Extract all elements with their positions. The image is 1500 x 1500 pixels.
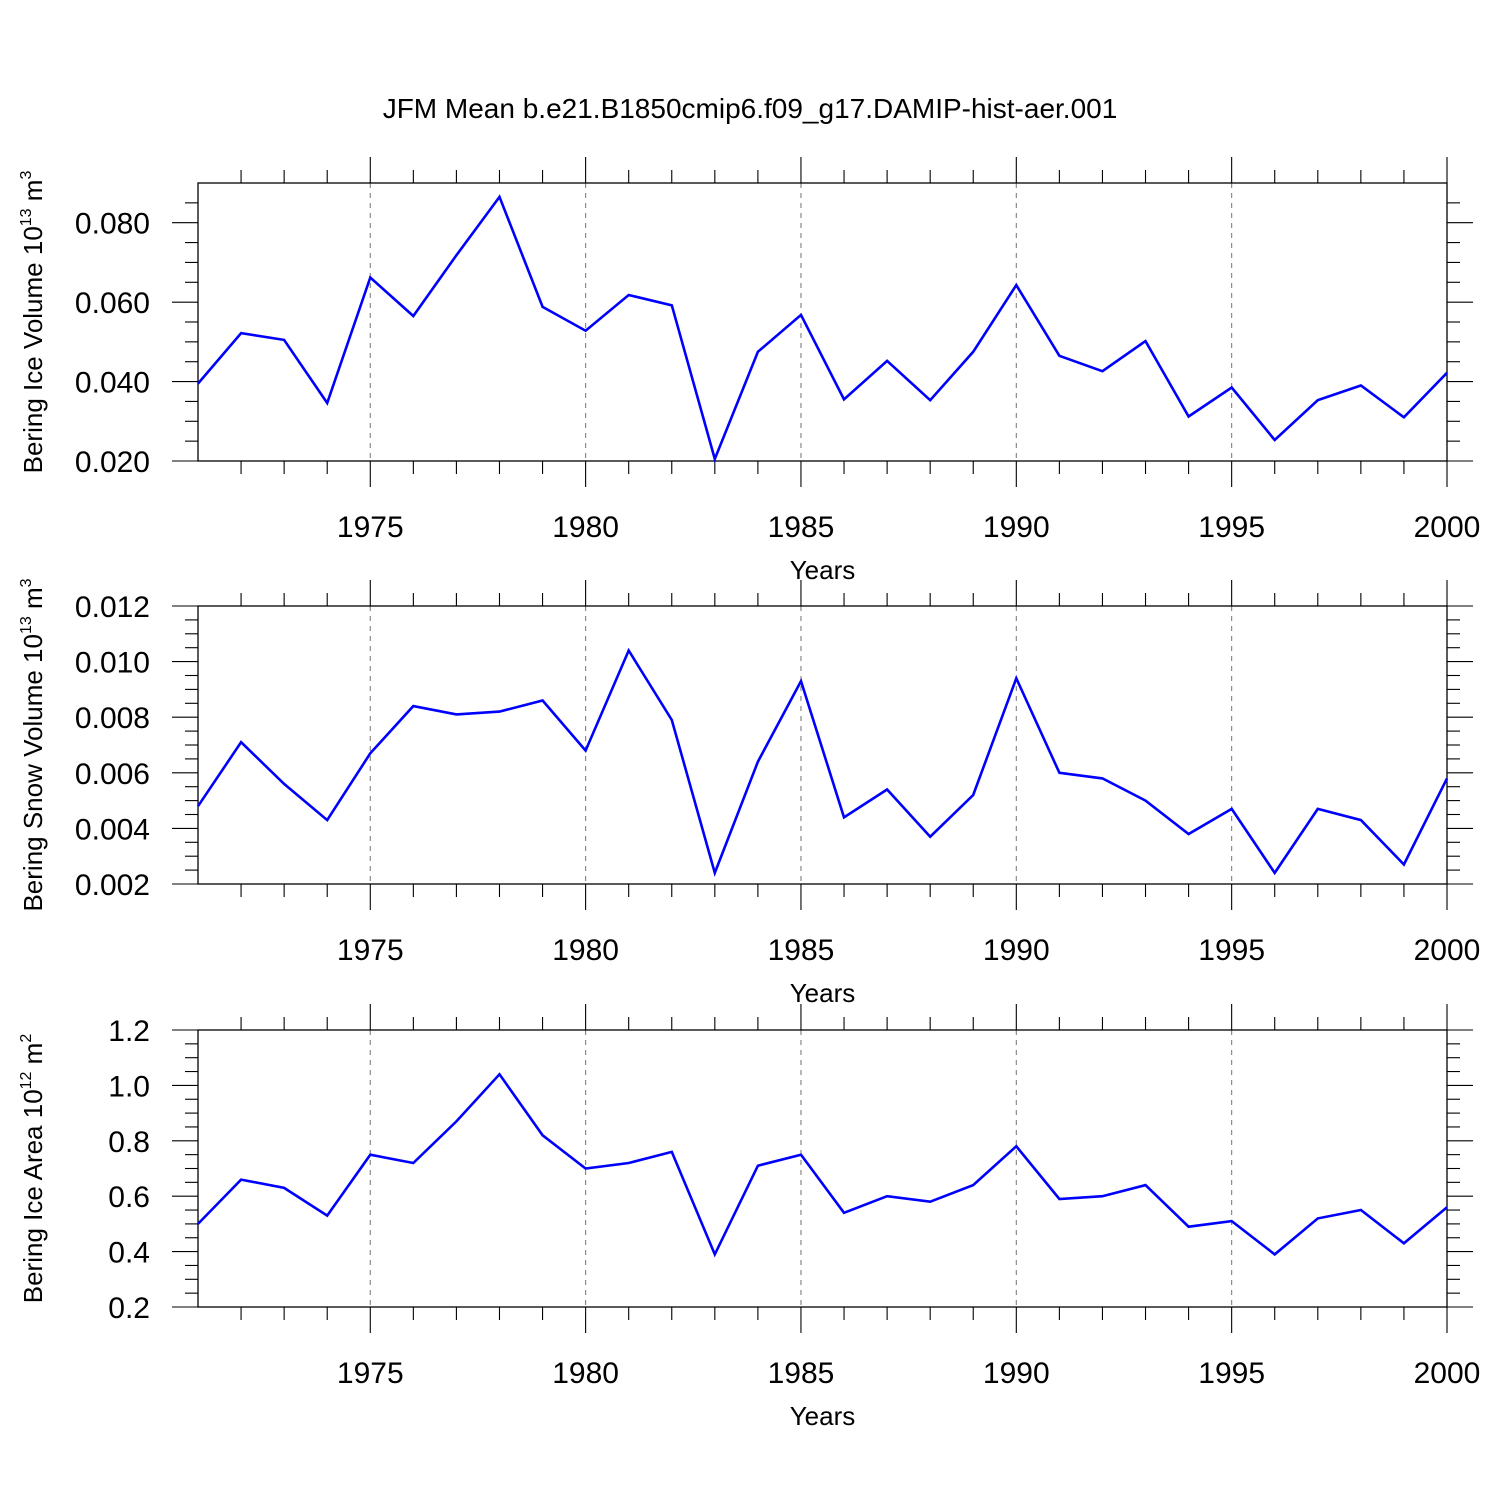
chart-panel-2: 1975 1980 1985 1990 1995 2000 Years 0.002 0.004 0… bbox=[18, 578, 1480, 1008]
y-tick-label: 0.060 bbox=[75, 287, 150, 320]
y-tick-label: 0.020 bbox=[75, 446, 150, 479]
y-tick-label: 0.006 bbox=[75, 758, 150, 791]
chart-panel-3: 1975 1980 1985 1990 1995 2000 Years 0.2 0.4 0.6 0.… bbox=[18, 1004, 1480, 1431]
series-line bbox=[197, 1072, 1448, 1258]
y-tick-label: 0.6 bbox=[108, 1181, 150, 1214]
x-tick-label: 1985 bbox=[768, 511, 835, 544]
y-tick-label: 0.080 bbox=[75, 208, 150, 241]
y-tick-label: 0.4 bbox=[108, 1237, 150, 1270]
y-tick-label: 0.008 bbox=[75, 702, 150, 735]
y-tick-label: 0.010 bbox=[75, 647, 150, 680]
x-axis-title: Years bbox=[790, 1401, 856, 1431]
y-tick-label: 0.002 bbox=[75, 869, 150, 902]
x-tick-label: 1995 bbox=[1198, 1357, 1265, 1390]
y-tick-label: 0.004 bbox=[75, 813, 150, 846]
x-tick-label: 2000 bbox=[1414, 1357, 1481, 1390]
x-tick-label: 1990 bbox=[983, 511, 1050, 544]
y-tick-label: 1.0 bbox=[108, 1070, 150, 1103]
figure-title: JFM Mean b.e21.B1850cmip6.f09_g17.DAMIP-… bbox=[383, 93, 1118, 124]
series-line bbox=[197, 194, 1448, 464]
x-tick-label: 1975 bbox=[337, 1357, 404, 1390]
y-tick-label: 0.2 bbox=[108, 1292, 150, 1325]
x-tick-label: 1980 bbox=[552, 511, 619, 544]
y-axis-title: Bering Ice Volume 1013 m3 bbox=[18, 171, 48, 474]
x-tick-label: 1990 bbox=[983, 934, 1050, 967]
y-axis-title: Bering Snow Volume 1013 m3 bbox=[18, 578, 48, 911]
series-line bbox=[196, 647, 1449, 878]
x-tick-label: 1985 bbox=[768, 934, 835, 967]
x-tick-label: 1995 bbox=[1198, 511, 1265, 544]
x-tick-label: 1985 bbox=[768, 1357, 835, 1390]
x-tick-label: 2000 bbox=[1414, 511, 1481, 544]
chart-panel-1: 1975 1980 1985 1990 1995 2000 Years 0.020 0.040 0… bbox=[18, 157, 1480, 585]
y-tick-label: 0.8 bbox=[108, 1126, 150, 1159]
x-tick-label: 1980 bbox=[552, 934, 619, 967]
x-tick-label: 1975 bbox=[337, 511, 404, 544]
x-axis-title: Years bbox=[790, 978, 856, 1008]
x-tick-label: 1980 bbox=[552, 1357, 619, 1390]
y-tick-label: 0.040 bbox=[75, 367, 150, 400]
x-tick-label: 2000 bbox=[1414, 934, 1481, 967]
x-tick-label: 1995 bbox=[1198, 934, 1265, 967]
x-tick-label: 1975 bbox=[337, 934, 404, 967]
y-tick-label: 1.2 bbox=[108, 1015, 150, 1048]
y-tick-label: 0.012 bbox=[75, 591, 150, 624]
y-axis-title: Bering Ice Area 1012 m2 bbox=[18, 1034, 48, 1304]
x-axis-title: Years bbox=[790, 555, 856, 585]
x-tick-label: 1990 bbox=[983, 1357, 1050, 1390]
